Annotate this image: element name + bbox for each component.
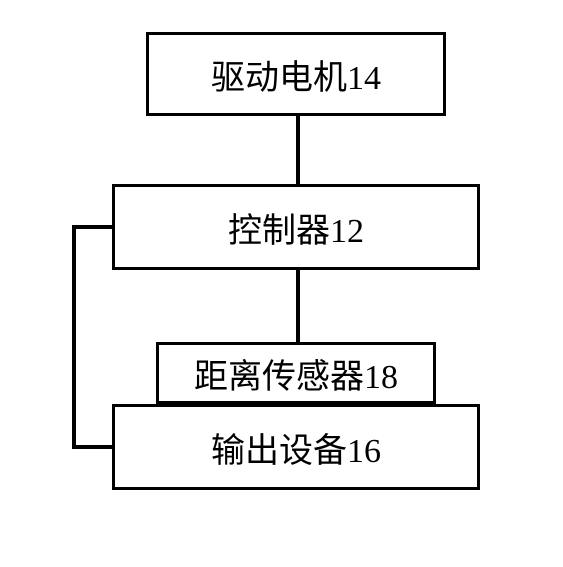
node-drive-motor: 驱动电机14 xyxy=(146,32,446,116)
edge-motor-controller xyxy=(296,116,300,184)
node-distance-sensor: 距离传感器18 xyxy=(156,342,436,404)
edge-elbow-bottom xyxy=(72,445,114,449)
edge-controller-sensor xyxy=(296,270,300,342)
edge-elbow-vertical xyxy=(72,225,76,449)
node-controller-label: 控制器12 xyxy=(228,203,364,252)
node-distance-sensor-label: 距离传感器18 xyxy=(194,349,398,398)
node-controller: 控制器12 xyxy=(112,184,480,270)
edge-elbow-top xyxy=(72,225,114,229)
node-output-device-label: 输出设备16 xyxy=(211,423,381,472)
node-drive-motor-label: 驱动电机14 xyxy=(211,50,381,99)
node-output-device: 输出设备16 xyxy=(112,404,480,490)
